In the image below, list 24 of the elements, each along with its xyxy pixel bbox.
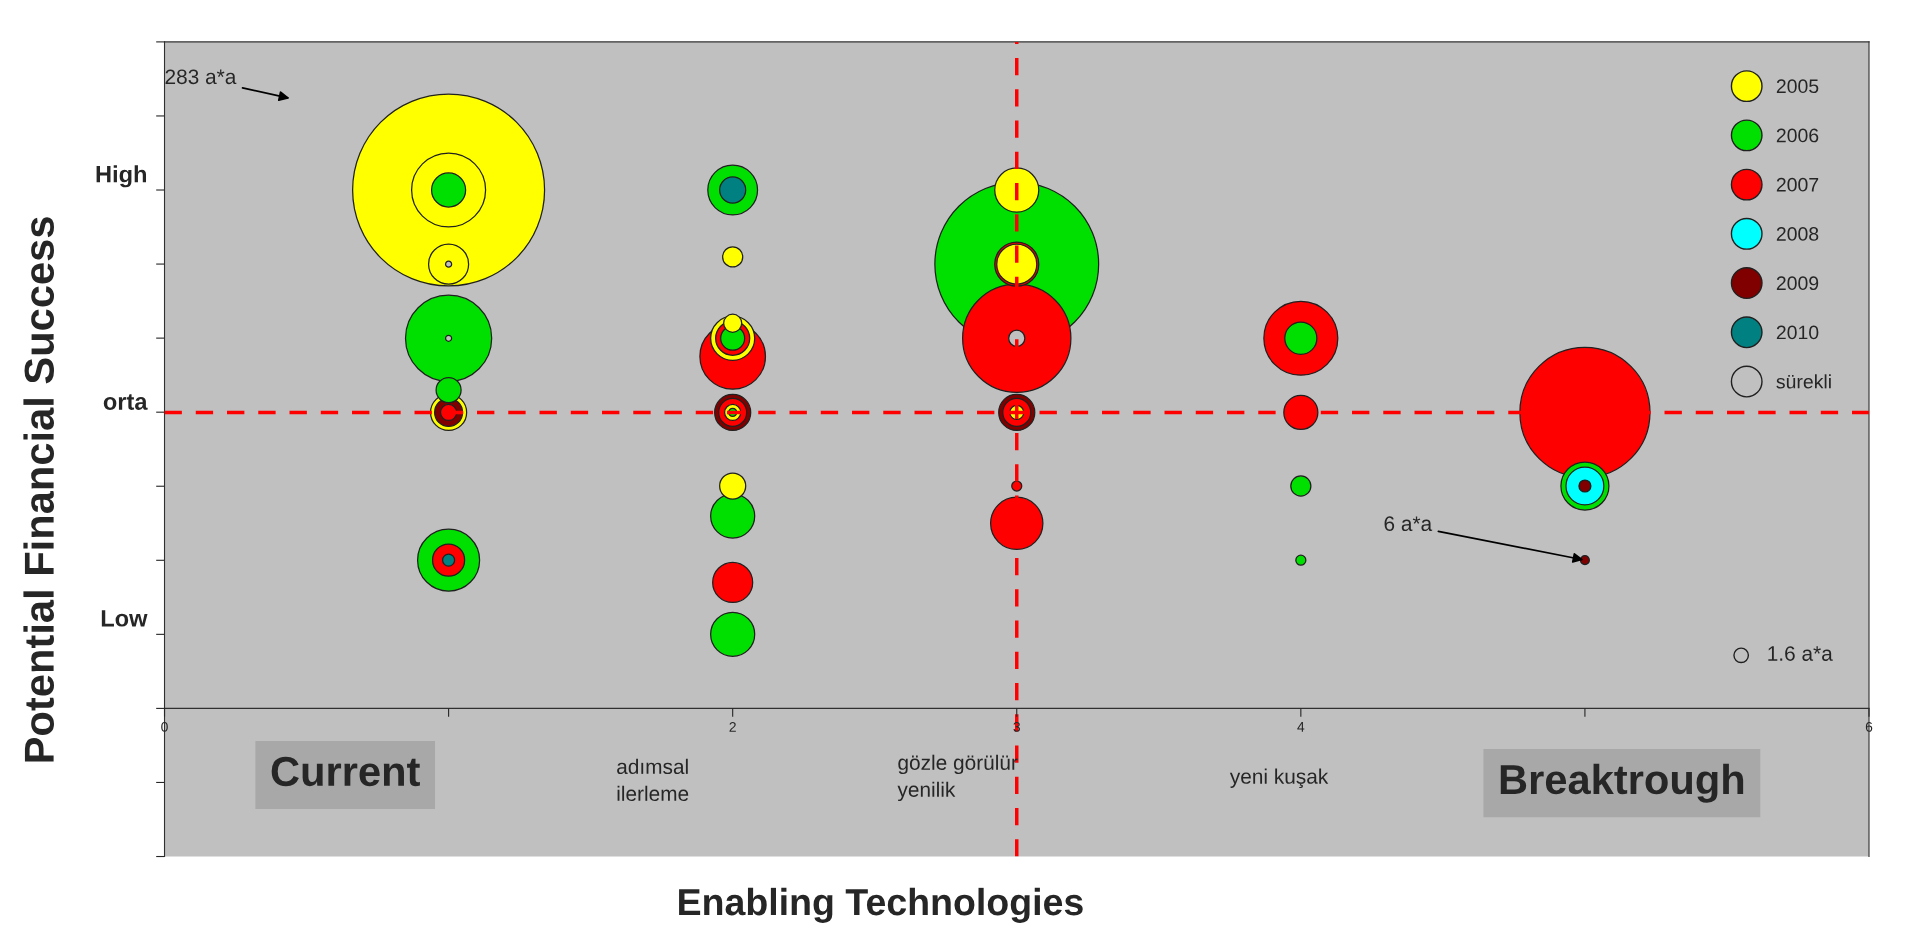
text: Breaktrough [1500,763,1744,803]
text: 283 a*a [165,69,237,85]
x-tick-label: 4 [1297,722,1305,732]
text: adımsal ilerleme [617,758,689,802]
x-tick-label: 6 [1865,721,1873,732]
annotation: 6 a*a [1384,516,1433,532]
x-axis-title: Enabling Technologies [679,887,1083,923]
text: Current [271,756,420,787]
text: orta [103,394,148,410]
x-tick-label: 2 [729,721,736,732]
text: Low [101,610,148,627]
legend-label: 2008 [1776,227,1819,241]
legend-label: 2009 [1776,276,1819,291]
legend-label: 2006 [1776,128,1819,143]
legend-label: 2005 [1776,79,1819,94]
legend-label: sürekli [1776,374,1831,389]
text: gözle görülür yenilik [897,754,1018,802]
y-axis-title: Potential Financial Success [23,217,55,762]
text: High [96,165,147,188]
legend-label: 1.6 a*a [1768,646,1833,661]
legend-label: 2010 [1776,325,1819,340]
x-tick-label: 3 [1013,721,1021,732]
legend-label: 2007 [1776,177,1819,192]
text: yeni kuşak [1229,768,1329,789]
